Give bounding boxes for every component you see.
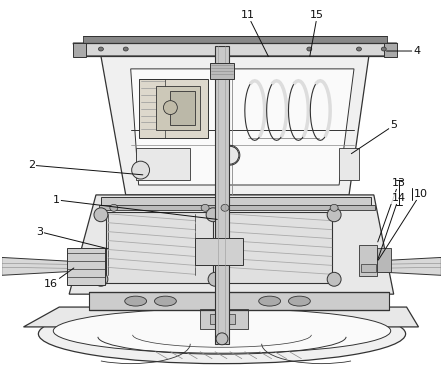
Bar	[195, 238, 243, 265]
Text: 10: 10	[378, 189, 427, 260]
Ellipse shape	[221, 146, 239, 164]
Polygon shape	[69, 259, 79, 273]
Ellipse shape	[327, 208, 341, 222]
Ellipse shape	[381, 47, 386, 51]
Bar	[139, 79, 208, 138]
Text: 16: 16	[44, 268, 74, 289]
Bar	[339, 148, 359, 180]
Polygon shape	[131, 69, 354, 185]
Bar	[210, 63, 234, 79]
Bar	[359, 245, 377, 276]
Ellipse shape	[53, 308, 391, 353]
Polygon shape	[23, 307, 419, 327]
Ellipse shape	[201, 204, 209, 211]
Bar	[101, 197, 371, 209]
Bar	[136, 148, 190, 180]
Text: 1: 1	[53, 195, 217, 219]
Polygon shape	[384, 43, 396, 57]
Polygon shape	[364, 259, 374, 273]
Polygon shape	[2, 258, 73, 275]
Ellipse shape	[125, 296, 147, 306]
Bar	[377, 248, 391, 272]
Ellipse shape	[94, 272, 108, 286]
Text: 3: 3	[36, 227, 108, 249]
Ellipse shape	[98, 47, 103, 51]
Ellipse shape	[330, 204, 338, 211]
Polygon shape	[155, 86, 200, 130]
Ellipse shape	[327, 272, 341, 286]
Polygon shape	[101, 56, 369, 195]
Bar	[99, 205, 375, 210]
Ellipse shape	[357, 47, 361, 51]
Bar	[67, 248, 105, 285]
Text: 15: 15	[310, 10, 324, 56]
Polygon shape	[73, 43, 396, 56]
Polygon shape	[367, 258, 441, 275]
Text: 5: 5	[351, 120, 397, 154]
Polygon shape	[69, 195, 394, 294]
Text: 13: 13	[378, 178, 406, 242]
Ellipse shape	[288, 296, 311, 306]
Polygon shape	[73, 43, 86, 57]
Ellipse shape	[216, 333, 228, 345]
Ellipse shape	[163, 100, 177, 114]
Text: 14: 14	[378, 193, 406, 260]
Text: 11: 11	[241, 10, 268, 56]
Ellipse shape	[123, 47, 128, 51]
Bar	[210, 314, 235, 324]
Bar	[225, 212, 332, 283]
Ellipse shape	[39, 304, 406, 364]
Ellipse shape	[94, 208, 108, 222]
Bar	[89, 292, 389, 310]
Polygon shape	[171, 91, 195, 125]
Ellipse shape	[132, 161, 150, 179]
Polygon shape	[83, 36, 387, 43]
Ellipse shape	[206, 208, 220, 222]
Bar	[200, 309, 248, 329]
Bar	[106, 212, 213, 283]
Text: 2: 2	[28, 160, 143, 175]
Ellipse shape	[155, 296, 176, 306]
Ellipse shape	[110, 204, 118, 211]
Ellipse shape	[208, 272, 222, 286]
Ellipse shape	[259, 296, 280, 306]
Text: 4: 4	[387, 46, 420, 56]
Bar	[215, 46, 229, 344]
Ellipse shape	[221, 204, 229, 211]
Ellipse shape	[307, 47, 312, 51]
Bar	[361, 264, 376, 272]
